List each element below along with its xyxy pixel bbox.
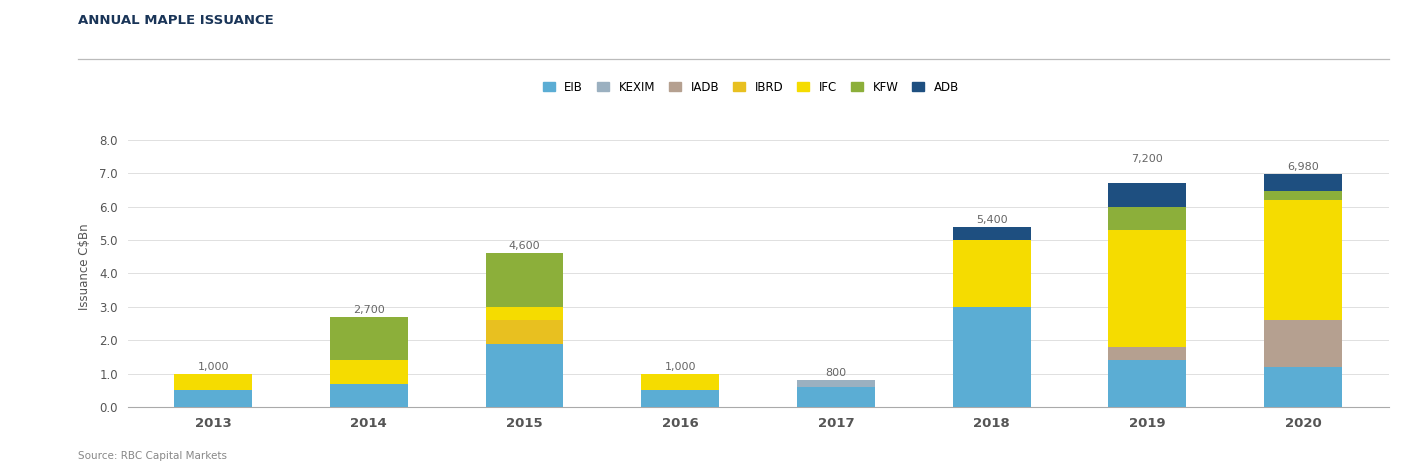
Bar	[1108, 347, 1186, 360]
Text: Source: RBC Capital Markets: Source: RBC Capital Markets	[78, 451, 227, 461]
Bar	[486, 320, 564, 344]
Bar	[1264, 367, 1342, 407]
Y-axis label: Issuance C$Bn: Issuance C$Bn	[78, 223, 91, 310]
Bar	[1264, 190, 1342, 200]
Bar	[1108, 360, 1186, 407]
Text: 7,200: 7,200	[1131, 154, 1163, 164]
Bar	[1108, 183, 1186, 206]
Legend: EIB, KEXIM, IADB, IBRD, IFC, KFW, ADB: EIB, KEXIM, IADB, IBRD, IFC, KFW, ADB	[538, 76, 964, 99]
Bar	[330, 317, 408, 360]
Bar	[1264, 320, 1342, 367]
Text: 1,000: 1,000	[197, 362, 230, 372]
Bar	[486, 253, 564, 307]
Bar	[174, 374, 252, 390]
Text: 4,600: 4,600	[509, 241, 540, 251]
Bar	[952, 227, 1030, 240]
Bar	[1108, 206, 1186, 230]
Text: 1,000: 1,000	[665, 362, 696, 372]
Bar	[642, 374, 720, 390]
Text: 2,700: 2,700	[353, 305, 385, 315]
Bar	[1264, 174, 1342, 190]
Bar	[952, 307, 1030, 407]
Bar	[486, 344, 564, 407]
Bar	[1108, 230, 1186, 347]
Bar	[796, 387, 874, 407]
Bar	[330, 360, 408, 384]
Text: 5,400: 5,400	[976, 215, 1007, 225]
Text: 6,980: 6,980	[1287, 162, 1319, 172]
Bar	[796, 380, 874, 387]
Bar	[330, 384, 408, 407]
Bar	[1264, 200, 1342, 320]
Text: 800: 800	[825, 368, 846, 379]
Text: ANNUAL MAPLE ISSUANCE: ANNUAL MAPLE ISSUANCE	[78, 14, 273, 27]
Bar	[642, 390, 720, 407]
Bar	[486, 307, 564, 320]
Bar	[174, 390, 252, 407]
Bar	[952, 240, 1030, 307]
